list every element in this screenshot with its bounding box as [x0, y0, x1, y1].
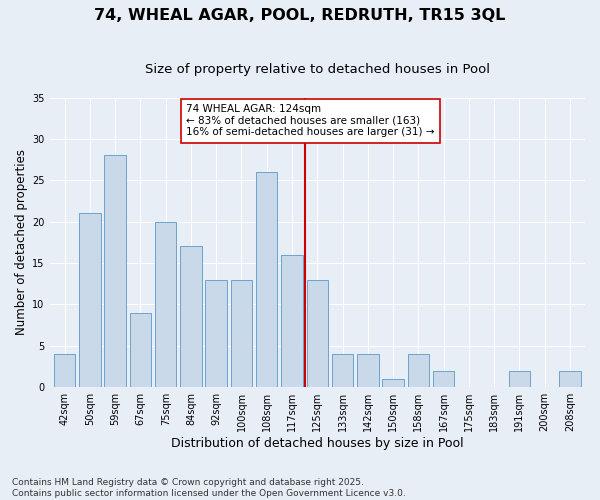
Bar [559, 370, 581, 387]
Bar [281, 255, 303, 387]
Text: 74, WHEAL AGAR, POOL, REDRUTH, TR15 3QL: 74, WHEAL AGAR, POOL, REDRUTH, TR15 3QL [94, 8, 506, 22]
Bar [256, 172, 277, 387]
Bar [382, 379, 404, 387]
X-axis label: Distribution of detached houses by size in Pool: Distribution of detached houses by size … [171, 437, 464, 450]
Bar [104, 156, 126, 387]
Bar [509, 370, 530, 387]
Bar [155, 222, 176, 387]
Bar [205, 280, 227, 387]
Bar [307, 280, 328, 387]
Bar [79, 214, 101, 387]
Bar [54, 354, 76, 387]
Y-axis label: Number of detached properties: Number of detached properties [15, 150, 28, 336]
Bar [332, 354, 353, 387]
Text: 74 WHEAL AGAR: 124sqm
← 83% of detached houses are smaller (163)
16% of semi-det: 74 WHEAL AGAR: 124sqm ← 83% of detached … [186, 104, 434, 138]
Bar [180, 246, 202, 387]
Text: Contains HM Land Registry data © Crown copyright and database right 2025.
Contai: Contains HM Land Registry data © Crown c… [12, 478, 406, 498]
Bar [433, 370, 454, 387]
Bar [130, 312, 151, 387]
Title: Size of property relative to detached houses in Pool: Size of property relative to detached ho… [145, 62, 490, 76]
Bar [357, 354, 379, 387]
Bar [231, 280, 252, 387]
Bar [407, 354, 429, 387]
